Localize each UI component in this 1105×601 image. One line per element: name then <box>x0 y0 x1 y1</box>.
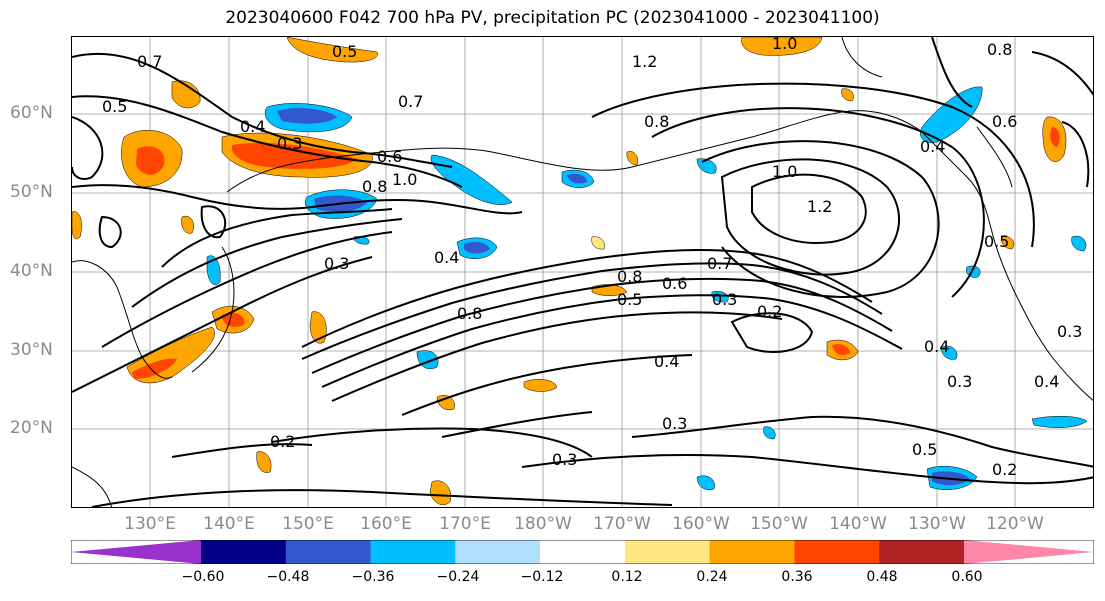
contour-label: 0.6 <box>377 147 402 166</box>
contour-label: 1.2 <box>632 52 657 71</box>
contour-label: 0.7 <box>398 92 423 111</box>
colorbar-cell <box>879 540 965 564</box>
contour-label: 0.2 <box>992 460 1017 479</box>
contour-label: 0.4 <box>654 352 679 371</box>
contour-label: 0.8 <box>362 177 387 196</box>
contour-label: 0.3 <box>662 414 687 433</box>
pv-contours <box>72 37 1093 507</box>
colorbar-cell <box>964 540 1094 564</box>
map-canvas: 0.5 0.7 0.5 0.3 0.4 0.6 1.0 0.8 0.3 0.4 … <box>72 37 1093 507</box>
lon-label-160e: 160°E <box>360 514 412 534</box>
page-title: 2023040600 F042 700 hPa PV, precipitatio… <box>225 8 880 28</box>
contour-label: 0.6 <box>992 112 1017 131</box>
lat-label-30n: 30°N <box>10 340 53 360</box>
contour-label: 0.4 <box>434 248 459 267</box>
colorbar-tick: 0.12 <box>611 569 643 585</box>
contour-label: 0.2 <box>270 432 295 451</box>
colorbar-cell <box>794 540 880 564</box>
contour-label: 0.3 <box>552 450 577 469</box>
colorbar-cell <box>709 540 795 564</box>
contour-label: 0.5 <box>912 440 937 459</box>
map-panel: 0.5 0.7 0.5 0.3 0.4 0.6 1.0 0.8 0.3 0.4 … <box>71 36 1094 508</box>
contour-label: 0.3 <box>1057 322 1082 341</box>
lat-label-50n: 50°N <box>10 182 53 202</box>
contour-label: 0.7 <box>137 52 162 71</box>
contour-label: 0.3 <box>947 372 972 391</box>
colorbar-cell <box>624 540 711 564</box>
colorbar-cell <box>285 540 372 564</box>
contour-label: 0.3 <box>712 290 737 309</box>
contour-label: 0.4 <box>920 137 945 156</box>
lon-label-140w: 140°W <box>829 514 887 534</box>
contour-label: 0.8 <box>457 304 482 323</box>
contour-label: 0.8 <box>617 267 642 286</box>
colorbar-tick: −0.12 <box>520 569 564 585</box>
lon-label-150w: 150°W <box>750 514 808 534</box>
contour-label: 0.6 <box>662 274 687 293</box>
contour-label: 1.2 <box>807 197 832 216</box>
colorbar-tick: −0.48 <box>266 569 310 585</box>
contour-label: 0.4 <box>240 117 265 136</box>
lon-label-170e: 170°E <box>439 514 491 534</box>
contour-label: 0.2 <box>757 302 782 321</box>
contour-label: 0.5 <box>617 290 642 309</box>
colorbar-cell <box>370 540 456 564</box>
lon-label-170w: 170°W <box>593 514 651 534</box>
colorbar-tick: 0.24 <box>696 569 728 585</box>
lon-label-140e: 140°E <box>203 514 255 534</box>
contour-label: 1.0 <box>392 170 417 189</box>
positive-anomaly-shading <box>72 37 1067 506</box>
colorbar-tick: −0.24 <box>436 569 480 585</box>
lat-label-60n: 60°N <box>10 103 53 123</box>
colorbar-tick: 0.36 <box>781 569 813 585</box>
contour-label: 0.3 <box>324 254 349 273</box>
colorbar-tick: −0.60 <box>181 569 225 585</box>
colorbar-tick: −0.36 <box>351 569 395 585</box>
colorbar-cell <box>540 540 626 564</box>
colorbar-tick: 0.60 <box>951 569 983 585</box>
contour-label: 0.4 <box>1034 372 1059 391</box>
colorbar <box>71 540 1094 564</box>
contour-label: 0.5 <box>102 97 127 116</box>
lon-label-150e: 150°E <box>282 514 334 534</box>
colorbar-tick: 0.48 <box>866 569 898 585</box>
contour-label: 0.8 <box>987 40 1012 59</box>
colorbar-cell <box>71 540 201 564</box>
colorbar-cell <box>201 540 287 564</box>
contour-label: 0.5 <box>984 232 1009 251</box>
contour-label: 1.0 <box>772 37 797 53</box>
contour-label: 0.8 <box>644 112 669 131</box>
contour-label: 0.5 <box>332 42 357 61</box>
lon-label-130e: 130°E <box>124 514 176 534</box>
lat-label-40n: 40°N <box>10 261 53 281</box>
contour-label: 0.4 <box>924 337 949 356</box>
colorbar-cells <box>71 540 1094 564</box>
contour-labels: 0.5 0.7 0.5 0.3 0.4 0.6 1.0 0.8 0.3 0.4 … <box>102 37 1082 479</box>
lon-label-180w: 180°W <box>514 514 572 534</box>
lat-label-20n: 20°N <box>10 418 53 438</box>
contour-label: 0.7 <box>707 254 732 273</box>
colorbar-cell <box>455 540 541 564</box>
coastlines <box>72 37 1093 507</box>
lon-label-160w: 160°W <box>672 514 730 534</box>
lon-label-130w: 130°W <box>908 514 966 534</box>
contour-label: 1.0 <box>772 162 797 181</box>
contour-label: 0.3 <box>277 134 302 153</box>
lon-label-120w: 120°W <box>986 514 1044 534</box>
